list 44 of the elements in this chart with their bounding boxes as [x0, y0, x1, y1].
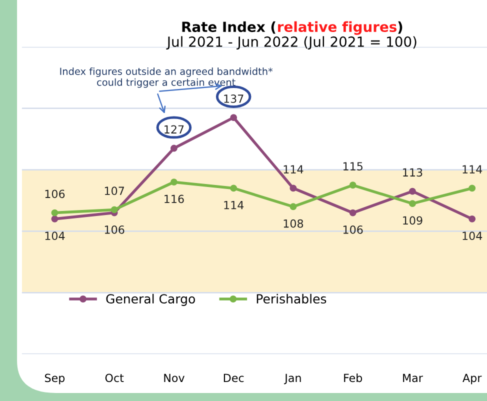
x-tick-label: Dec	[224, 374, 244, 382]
x-tick-label: Nov	[164, 374, 184, 382]
data-label: 106	[343, 225, 363, 234]
data-label: 115	[343, 162, 362, 170]
data-label: 127	[164, 125, 184, 134]
data-label: 109	[403, 216, 422, 225]
point	[349, 209, 356, 216]
x-tick-label: Mar	[403, 374, 423, 382]
data-label: 137	[224, 94, 244, 103]
data-label: 114	[224, 201, 244, 210]
data-label: 107	[104, 186, 124, 196]
data-label: 114	[462, 165, 482, 174]
x-tick-label: Feb	[344, 374, 362, 382]
point	[349, 182, 356, 189]
point	[408, 188, 416, 195]
legend-label: General Cargo	[106, 294, 195, 306]
data-label: 114	[284, 165, 304, 174]
legend-label: Perishables	[256, 294, 326, 304]
x-tick-label: Sep	[44, 374, 65, 384]
point	[468, 215, 476, 222]
x-tick-label: Jan	[284, 374, 301, 384]
point	[290, 203, 297, 210]
data-label: 104	[462, 232, 482, 240]
data-label: 113	[403, 168, 422, 177]
x-tick-label: Oct	[105, 374, 124, 382]
annotation: Index figures outside an agreed bandwidth* could trigger a certain event	[60, 67, 273, 88]
point	[110, 206, 118, 214]
point	[230, 114, 238, 122]
data-label: 106	[104, 225, 124, 234]
point	[51, 209, 58, 216]
point	[51, 215, 58, 222]
chart-subtitle: Jul 2021 - Jun 2022 (Jul 2021 = 100)	[166, 36, 416, 50]
data-label: 116	[164, 194, 184, 204]
point	[170, 144, 178, 152]
data-label: 108	[284, 219, 304, 228]
data-label: 104	[45, 232, 65, 240]
point	[408, 200, 416, 208]
data-label: 106	[45, 190, 65, 198]
point	[230, 184, 238, 192]
x-tick-label: Apr	[462, 374, 482, 384]
point	[468, 184, 476, 192]
point	[290, 184, 297, 192]
point	[170, 178, 178, 186]
chart-title: Rate Index (relative figures)	[182, 21, 402, 35]
